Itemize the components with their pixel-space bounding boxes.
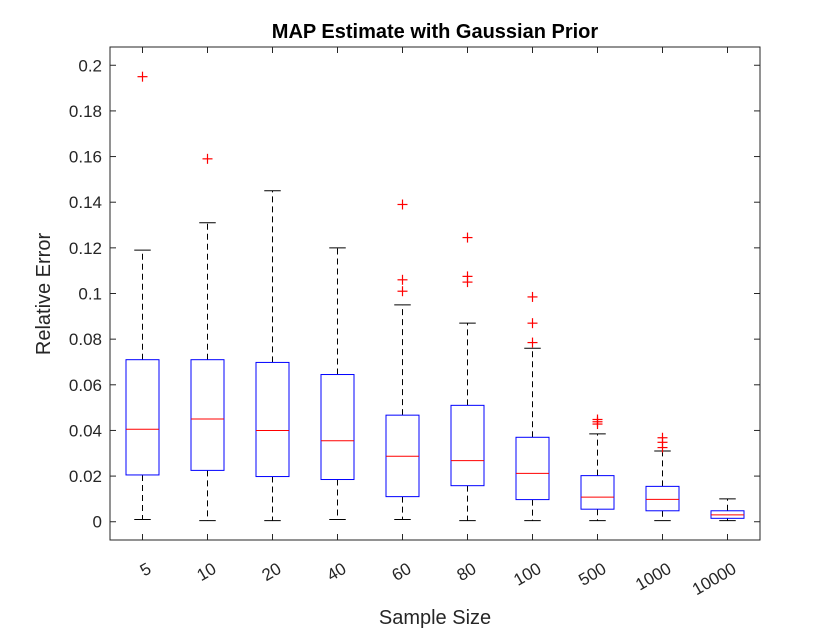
- box-group: [450, 232, 485, 522]
- box-iqr: [190, 359, 225, 471]
- outlier-marker: [397, 274, 408, 285]
- outlier-marker: [462, 232, 473, 243]
- box-series: [125, 71, 745, 522]
- y-tick-label: 0: [93, 513, 102, 532]
- box-iqr: [580, 475, 615, 510]
- y-tick-label: 0.12: [69, 239, 102, 258]
- outlier-marker: [592, 414, 603, 425]
- chart-title: MAP Estimate with Gaussian Prior: [272, 21, 599, 43]
- box-iqr: [515, 436, 550, 501]
- y-tick-label: 0.1: [78, 285, 102, 304]
- outlier-marker: [527, 318, 538, 329]
- outlier-marker: [202, 153, 213, 164]
- box-group: [515, 291, 550, 522]
- y-tick-label: 0.14: [69, 193, 102, 212]
- outlier-marker: [657, 432, 668, 443]
- box-iqr: [255, 361, 290, 478]
- y-tick-label: 0.18: [69, 102, 102, 121]
- box-group: [125, 71, 160, 520]
- box-iqr: [450, 404, 485, 487]
- y-tick-label: 0.02: [69, 467, 102, 486]
- outlier-marker: [137, 71, 148, 82]
- outlier-marker: [527, 337, 538, 348]
- box-iqr: [125, 359, 160, 476]
- y-axis: 0 0.02 0.04 0.06 0.08 0.1 0.12 0.14 0.16 0.18 0.2: [69, 56, 760, 532]
- box-group: [710, 498, 745, 522]
- y-tick-label: 0.08: [69, 330, 102, 349]
- y-tick-label: 0.2: [78, 56, 102, 75]
- box-group: [385, 199, 420, 520]
- y-tick-label: 0.04: [69, 421, 102, 440]
- box-group: [190, 153, 225, 522]
- outlier-marker: [527, 291, 538, 302]
- outlier-marker: [397, 199, 408, 210]
- outlier-marker: [397, 286, 408, 297]
- y-axis-label: Relative Error: [33, 233, 55, 356]
- box-group: [320, 247, 355, 520]
- box-group: [255, 190, 290, 522]
- outlier-marker: [462, 271, 473, 282]
- box-group: [645, 432, 680, 522]
- box-iqr: [320, 374, 355, 481]
- box-iqr: [645, 485, 680, 512]
- y-tick-label: 0.16: [69, 148, 102, 167]
- box-group: [580, 414, 615, 522]
- y-tick-label: 0.06: [69, 376, 102, 395]
- x-axis-label: Sample Size: [379, 607, 491, 629]
